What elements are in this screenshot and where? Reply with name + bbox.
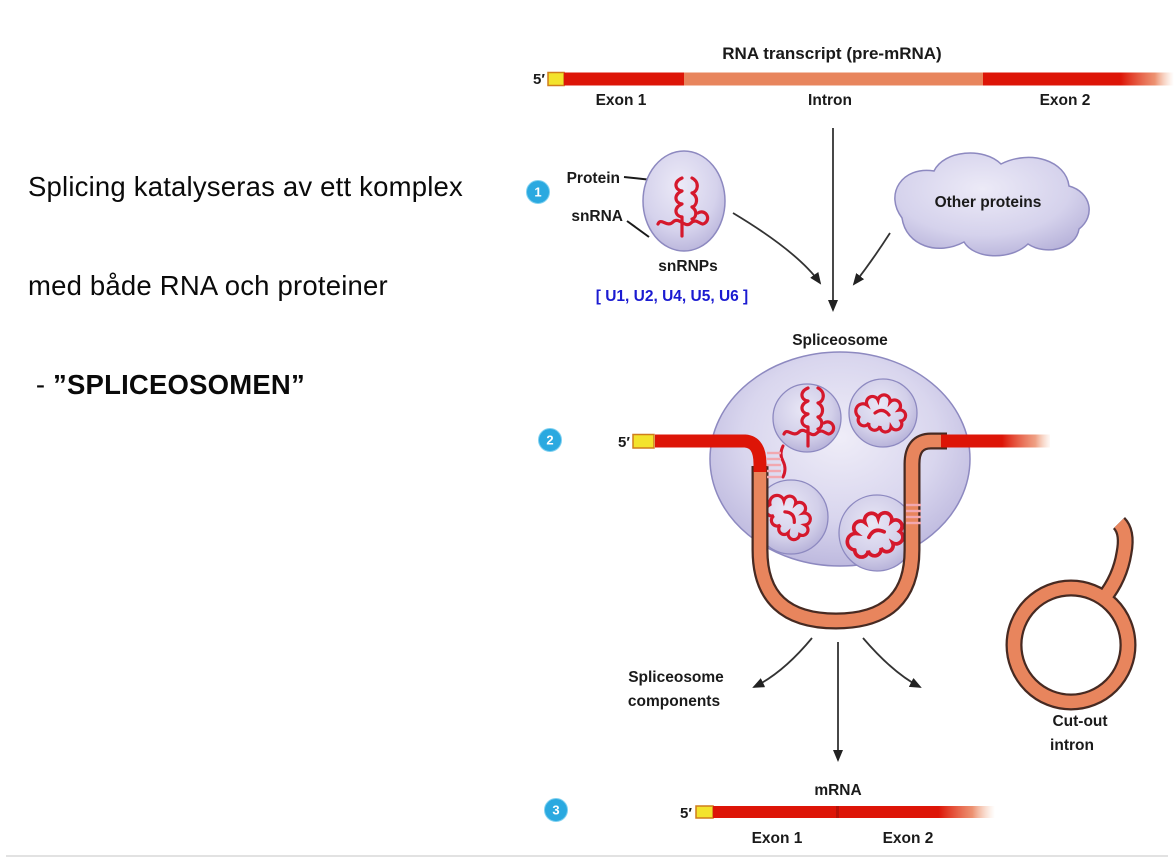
cutout-intron-group: Cut-out intron — [1005, 516, 1137, 754]
mid-cap — [632, 433, 655, 449]
top-exon2-segment — [983, 72, 1174, 86]
snrnp-to-spliceosome-arrow — [732, 212, 822, 285]
top-exon2-label: Exon 2 — [1040, 92, 1091, 109]
intro-line-1: Splicing katalyseras av ett komplex — [28, 171, 463, 202]
top-exon1-label: Exon 1 — [596, 92, 647, 109]
bottom-exon1-label: Exon 1 — [752, 830, 803, 847]
mrna-label: mRNA — [814, 782, 861, 799]
base-pair-hatch-left — [767, 451, 781, 479]
strand-through-spliceosome: 5′ — [618, 432, 1050, 630]
step2-badge — [538, 428, 562, 452]
lariat-tail — [1099, 518, 1132, 602]
other-proteins-label: Other proteins — [935, 194, 1042, 211]
top-five-prime-label: 5′ — [533, 71, 545, 88]
intro-line-3: - ”SPLICEOSOMEN” — [28, 368, 463, 401]
intro-line-2: med både RNA och proteiner — [28, 270, 388, 301]
u-snrna-list: [ U1, U2, U4, U5, U6 ] — [596, 288, 748, 305]
cutout-label-line1: Cut-out — [1052, 713, 1107, 730]
other-proteins-group: Other proteins — [894, 152, 1090, 257]
exon1-strand — [655, 434, 767, 472]
intro-line-3-bold: ”SPLICEOSOMEN” — [53, 369, 305, 400]
top-exon1-segment — [564, 72, 684, 86]
mrna-bar: 5′ Exon 1 Exon 2 — [680, 805, 995, 847]
step1-group: 1 Protein snRNA snRNPs [ U1, U2, U4, U5,… — [526, 150, 748, 305]
protein-label: Protein — [567, 170, 620, 187]
step1-number: 1 — [534, 185, 541, 200]
bottom-five-prime-label: 5′ — [680, 805, 692, 822]
top-intron-label: Intron — [808, 92, 852, 109]
lariat-ring — [1007, 581, 1135, 709]
snrna-label: snRNA — [571, 208, 623, 225]
step3-badge — [544, 798, 568, 822]
intro-line-3-prefix: - — [28, 369, 54, 400]
step2-number: 2 — [546, 433, 553, 448]
components-label-line1: Spliceosome — [628, 669, 724, 686]
spliceosome-body — [709, 351, 971, 572]
spliceosome-components-label: Spliceosome components — [628, 669, 724, 710]
top-cap — [547, 71, 565, 87]
bottom-exon2-label: Exon 2 — [883, 830, 934, 847]
step3-number: 3 — [552, 803, 559, 818]
other-proteins-blob — [894, 152, 1090, 257]
step1-badge — [526, 180, 550, 204]
spliceosome-label: Spliceosome — [792, 332, 888, 349]
snrnp-particle — [642, 150, 726, 252]
mid-five-prime-label: 5′ — [618, 434, 630, 451]
intron-loop — [753, 434, 947, 628]
proteins-to-spliceosome-arrow — [852, 232, 891, 286]
snrna-tail — [779, 444, 787, 479]
pre-mrna-bar: RNA transcript (pre-mRNA) 5′ Exon 1 Intr… — [533, 44, 1174, 109]
components-label-line2: components — [628, 693, 720, 710]
exon-junction-tick — [836, 806, 839, 818]
snrna-pointer-line — [626, 220, 650, 238]
mrna-segment — [713, 806, 995, 818]
cutout-label-line2: intron — [1050, 737, 1094, 754]
components-right-arrow — [862, 637, 922, 688]
components-left-arrow — [752, 637, 813, 688]
intro-text: Splicing katalyseras av ett komplex med … — [28, 104, 463, 467]
base-pair-hatch-right — [906, 503, 921, 525]
top-intron-segment — [684, 72, 983, 86]
pre-mrna-title: RNA transcript (pre-mRNA) — [722, 44, 941, 63]
bottom-cap — [695, 805, 714, 819]
snrnp-circle-2 — [848, 378, 918, 448]
snrnps-label: snRNPs — [658, 258, 717, 275]
snrnp-circle-1 — [772, 383, 842, 453]
